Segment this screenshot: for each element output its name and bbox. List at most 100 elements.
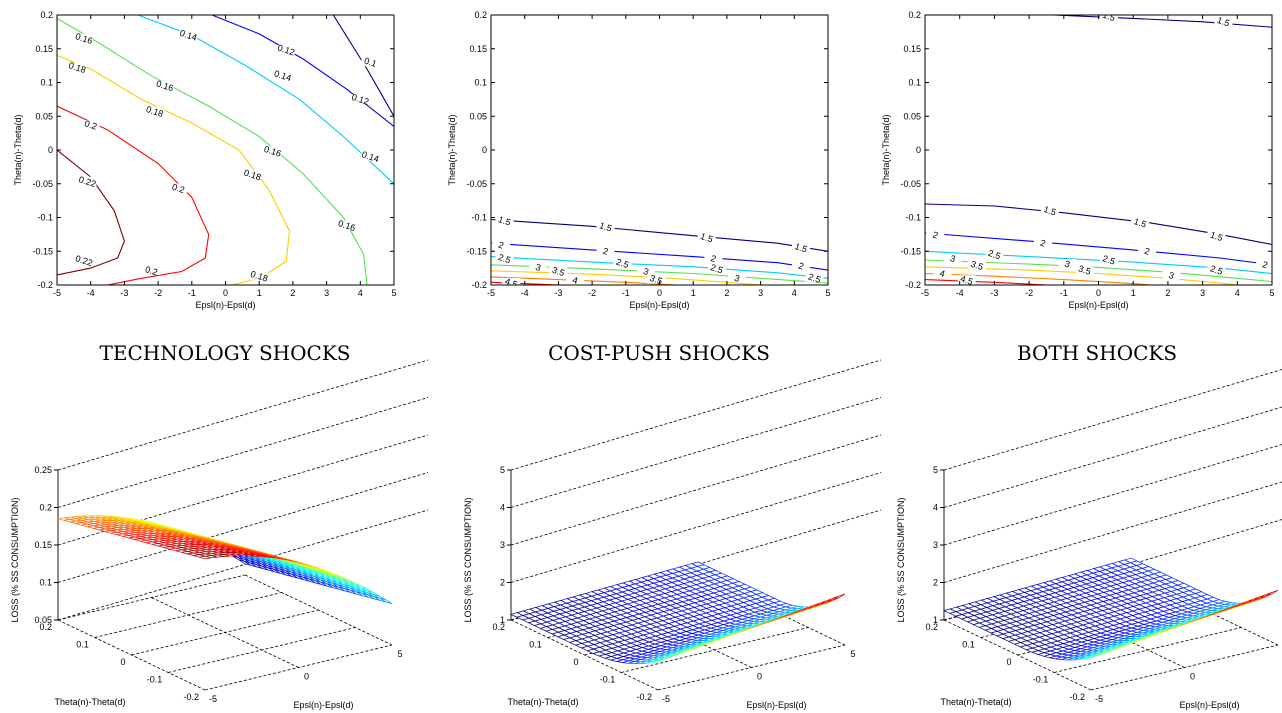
contour-label-bg — [277, 45, 296, 55]
x-tick-label: 5 — [397, 649, 402, 659]
z-tick-label: 0.25 — [34, 465, 52, 475]
y-tick-label: 0.15 — [35, 44, 53, 54]
y-tick-label: -0.15 — [900, 246, 921, 256]
x-tick-label: 4 — [358, 288, 363, 298]
contour-label: 1.5 — [497, 214, 512, 227]
contour-panel-1: 0.10.120.120.140.140.140.160.160.160.160… — [13, 10, 397, 310]
x-tick-label: 3 — [1200, 288, 1205, 298]
floor-grid-line — [244, 574, 393, 646]
grid-line — [943, 519, 1282, 621]
contour-label-bg — [351, 94, 370, 104]
x-tick-label: -1 — [188, 288, 196, 298]
y-tick-label: 0.1 — [529, 640, 542, 650]
grid-line — [943, 406, 1282, 508]
contour-label-bg — [250, 271, 269, 281]
x-tick-label: 0 — [757, 672, 762, 682]
x-tick-label: -5 — [53, 288, 61, 298]
contour-label-bg — [1131, 217, 1150, 227]
contour-label: 2 — [797, 261, 805, 272]
contour-label: 0.12 — [276, 43, 296, 58]
contour-label: 2 — [497, 240, 505, 251]
contour-label: 2.5 — [497, 252, 512, 265]
grid-line — [943, 481, 1282, 583]
y-tick-label: 0.15 — [903, 44, 921, 54]
contour-label-bg — [1162, 270, 1181, 280]
contour-label-bg — [179, 30, 198, 40]
y-tick-label: -0.2 — [183, 692, 199, 702]
x-tick-label: 0 — [657, 288, 662, 298]
contour-panel-3: 1.5 1.5 1.5 1.5 1.5 2 2 2 2 2.5 2.5 2.5 3 3 3 3.5 3.5 4 4.… — [881, 10, 1275, 310]
contour-label-bg — [1033, 238, 1052, 248]
y-tick-label: -0.05 — [900, 179, 921, 189]
y-tick-label: -0.1 — [37, 213, 53, 223]
contour-label-bg — [968, 260, 987, 270]
x-axis-label: Epsl(n)-Epsl(d) — [746, 700, 806, 710]
y-tick-label: 0.05 — [35, 111, 53, 121]
y-tick-label: 0.1 — [474, 78, 487, 88]
floor-grid-line — [943, 619, 1092, 691]
y-tick-label: -0.2 — [37, 280, 53, 290]
contour-label: 0.14 — [179, 28, 199, 43]
contour-label-bg — [792, 242, 811, 252]
contour-label-bg — [1214, 16, 1233, 26]
contour-label-bg — [637, 266, 656, 276]
contour-label: 4.5 — [504, 276, 519, 289]
contour-label: 3 — [1167, 270, 1175, 281]
grid-line — [57, 472, 429, 583]
contour-line-0.1 — [332, 15, 394, 117]
surface-mesh — [510, 561, 846, 665]
contour-line-2 — [925, 232, 1272, 266]
contour-label-bg — [1207, 231, 1226, 241]
contour-label: 2 — [602, 246, 610, 257]
contour-label-bg — [1256, 259, 1272, 269]
grid-line — [510, 434, 882, 546]
x-axis-label: Epsl(n)-Epsl(d) — [1179, 700, 1239, 710]
contour-line-2.5 — [491, 256, 828, 279]
x-tick-label: -5 — [209, 694, 217, 704]
y-tick-label: 0.1 — [908, 78, 921, 88]
contour-label: 1.5 — [1042, 204, 1057, 217]
panel-caption: BOTH SHOCKS — [1017, 341, 1177, 365]
plot-frame — [490, 14, 829, 286]
contour-label-bg — [596, 221, 615, 231]
floor-grid-line — [151, 597, 299, 668]
contour-label: 0.22 — [74, 253, 94, 268]
contour-label-bg — [805, 273, 824, 283]
contour-label-bg — [78, 176, 97, 186]
contour-line-0.2 — [57, 105, 210, 285]
z-tick-label: 0.05 — [34, 615, 52, 625]
contour-line-4.5 — [925, 279, 1047, 285]
x-axis-label: Epsl(n)-Epsl(d) — [293, 700, 353, 710]
contour-label: 0.16 — [263, 144, 283, 159]
contour-lines: 1.5 1.5 1.5 1.5 1.5 2 2 2 2 2.5 2.5 2.5 3 3 3 3.5 3.5 4 4.… — [925, 15, 1272, 285]
panel-caption: COST-PUSH SHOCKS — [548, 341, 770, 365]
contour-label: 3.5 — [970, 259, 985, 272]
contour-label: 0.2 — [144, 264, 159, 277]
contour-label: 2.5 — [1209, 263, 1224, 276]
x-tick-label: -2 — [1025, 288, 1033, 298]
x-tick-label: 4 — [792, 288, 797, 298]
contour-label: 2.5 — [807, 272, 822, 285]
y-tick-label: -0.1 — [147, 675, 163, 685]
y-tick-label: -0.2 — [1069, 692, 1085, 702]
x-tick-label: 1 — [691, 288, 696, 298]
grid-line — [943, 369, 1282, 471]
contour-label: 2 — [1261, 259, 1269, 270]
surface-panel-2: 1 2 3 4 5 -0.2 -0.1 0 0.1 0.2 -5 0 5 Epsl(n)-Epsl(d) T… — [463, 359, 882, 710]
y-tick-label: 0.05 — [903, 111, 921, 121]
x-tick-label: -5 — [487, 288, 495, 298]
contour-label-bg — [697, 232, 716, 242]
grid-line — [57, 509, 429, 621]
contour-label: 0.18 — [145, 104, 165, 119]
x-tick-label: -4 — [956, 288, 964, 298]
z-tick-label: 0.2 — [39, 503, 52, 513]
y-tick-label: 0.1 — [40, 78, 53, 88]
z-tick-label: 0.15 — [34, 540, 52, 550]
contour-label: 2.5 — [615, 257, 630, 270]
plot-frame — [56, 14, 395, 286]
contour-label: 0.16 — [155, 78, 175, 93]
y-tick-label: -0.1 — [905, 213, 921, 223]
contour-label-bg — [926, 230, 945, 240]
contour-label: 0.18 — [243, 168, 263, 183]
